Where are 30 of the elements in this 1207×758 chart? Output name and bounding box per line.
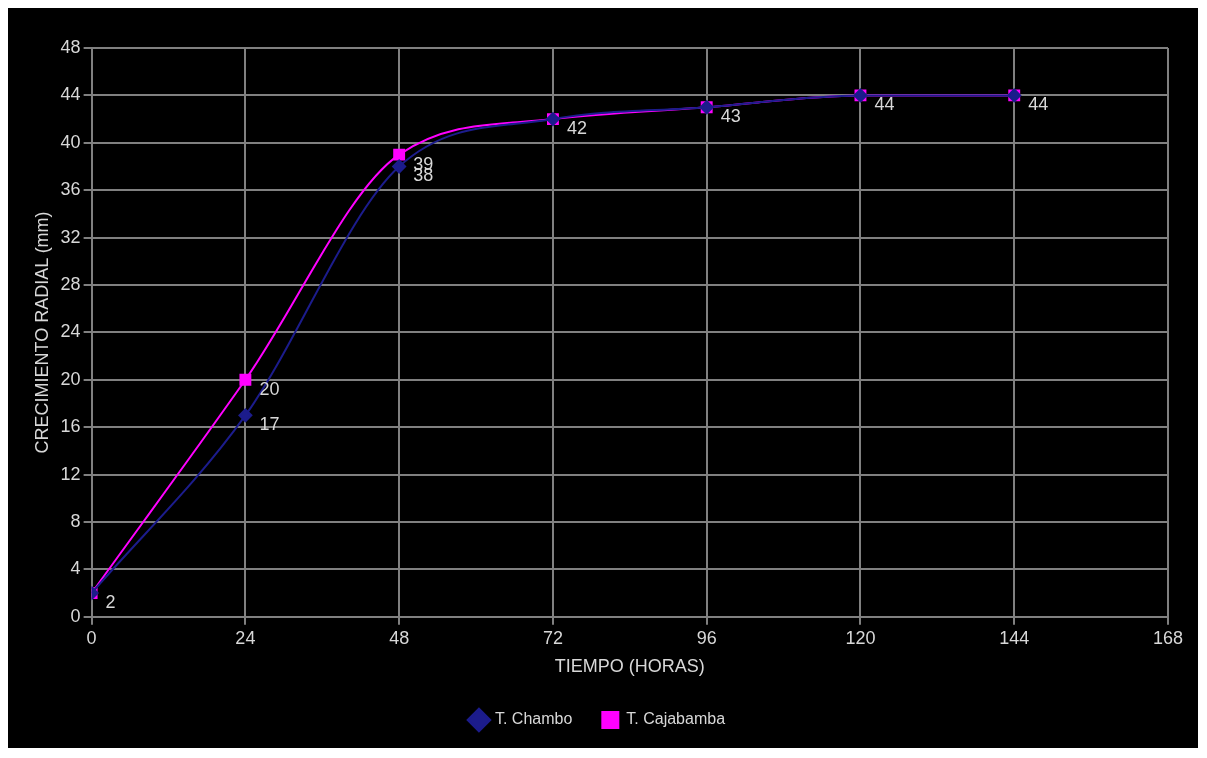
x-tick-label: 144 bbox=[999, 627, 1030, 648]
data-label: 42 bbox=[566, 118, 587, 139]
y-tick-label: 48 bbox=[60, 36, 81, 57]
y-tick-label: 40 bbox=[60, 131, 81, 152]
x-tick-label: 168 bbox=[1152, 627, 1184, 648]
x-tick-label: 0 bbox=[86, 627, 97, 648]
legend-label: T. Chambo bbox=[494, 710, 573, 728]
y-tick-label: 20 bbox=[60, 368, 81, 389]
y-tick-label: 36 bbox=[60, 179, 81, 200]
y-tick-label: 32 bbox=[60, 226, 81, 247]
data-label: 43 bbox=[720, 106, 741, 127]
y-axis-title: CRECIMIENTO RADIAL (mm) bbox=[31, 211, 52, 454]
x-tick-label: 96 bbox=[696, 627, 717, 648]
y-tick-label: 28 bbox=[60, 273, 81, 294]
x-axis-title: TIEMPO (HORAS) bbox=[554, 656, 705, 677]
y-tick-label: 8 bbox=[70, 510, 81, 531]
x-tick-label: 120 bbox=[845, 627, 876, 648]
x-tick-label: 72 bbox=[542, 627, 563, 648]
y-tick-label: 16 bbox=[60, 416, 81, 437]
data-label: 44 bbox=[1028, 94, 1049, 115]
y-tick-label: 44 bbox=[60, 84, 81, 105]
x-tick-label: 48 bbox=[389, 627, 410, 648]
y-tick-label: 12 bbox=[60, 463, 81, 484]
y-tick-label: 4 bbox=[70, 558, 81, 579]
legend-label: T. Cajabamba bbox=[626, 710, 726, 728]
y-tick-label: 0 bbox=[70, 605, 81, 626]
x-tick-label: 24 bbox=[235, 627, 256, 648]
data-label: 2 bbox=[105, 592, 116, 613]
y-tick-label: 24 bbox=[60, 321, 81, 342]
data-label: 44 bbox=[874, 94, 895, 115]
